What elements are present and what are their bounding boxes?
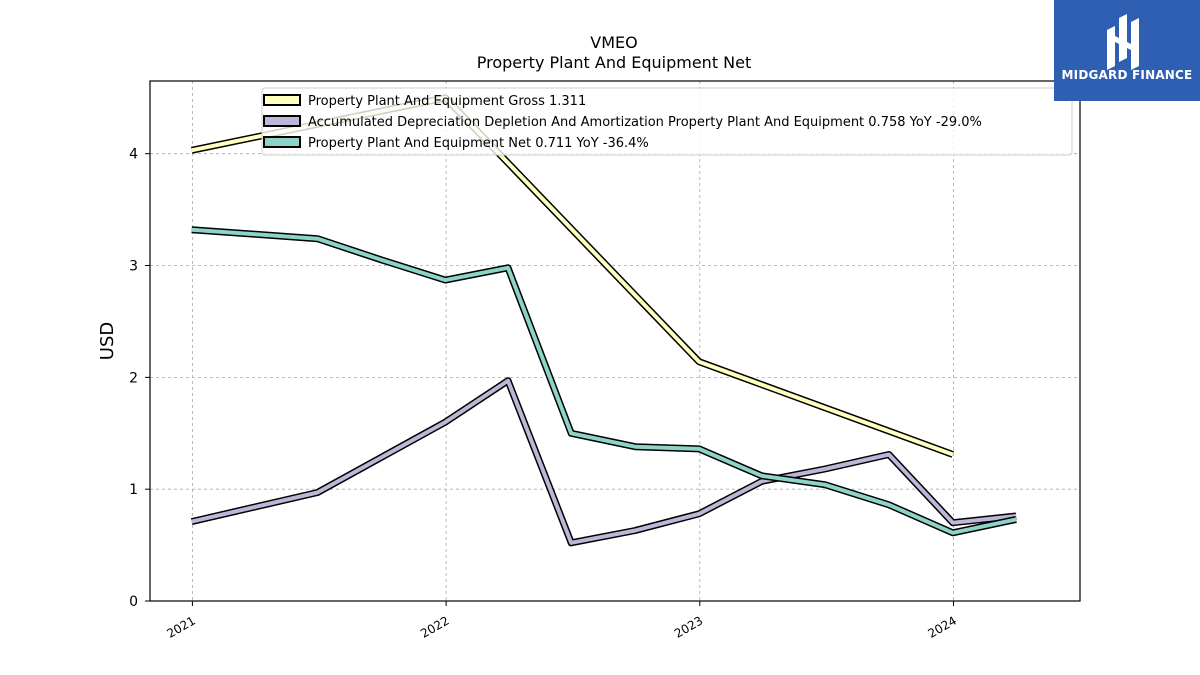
- x-tick-label: 2022: [418, 613, 451, 640]
- plot-frame: [149, 80, 1081, 602]
- y-tick-label: 4: [129, 147, 138, 163]
- legend-swatch: [263, 94, 301, 106]
- series-group: [190, 94, 1018, 547]
- data-point: [697, 360, 701, 364]
- data-point: [823, 467, 827, 471]
- data-point: [190, 228, 194, 232]
- data-point: [316, 491, 320, 495]
- data-point: [951, 453, 955, 457]
- y-tick-label: 2: [129, 370, 138, 386]
- data-point: [444, 278, 448, 282]
- x-tick-label: 2024: [926, 613, 959, 640]
- data-point: [951, 521, 955, 525]
- data-point: [951, 531, 955, 535]
- logo-background: [1054, 0, 1200, 101]
- data-point: [190, 149, 194, 153]
- data-point: [887, 503, 891, 507]
- y-tick-label: 1: [129, 482, 138, 498]
- chart-title: VMEO: [590, 33, 637, 52]
- data-point: [760, 474, 764, 478]
- legend-label: Accumulated Depreciation Depletion And A…: [308, 115, 982, 130]
- data-point: [569, 541, 573, 545]
- data-point: [887, 453, 891, 457]
- data-point: [633, 529, 637, 533]
- data-point: [506, 266, 510, 270]
- y-axis-label: USD: [97, 322, 118, 360]
- legend-swatch: [263, 115, 301, 127]
- series-outline-2: [191, 226, 1017, 537]
- data-point: [697, 447, 701, 451]
- legend-label: Property Plant And Equipment Net 0.711 Y…: [308, 136, 649, 151]
- legend: Property Plant And Equipment Gross 1.311…: [261, 87, 1073, 156]
- chart-subtitle: Property Plant And Equipment Net: [477, 53, 752, 72]
- series-outline-1: [190, 377, 1017, 547]
- legend-box: [261, 87, 1073, 156]
- series-line-2: [191, 227, 1017, 535]
- data-point: [444, 420, 448, 424]
- data-point: [633, 445, 637, 449]
- data-point: [190, 520, 194, 524]
- logo-text: MIDGARD FINANCE: [1061, 68, 1193, 82]
- data-point: [569, 431, 573, 435]
- data-point: [697, 512, 701, 516]
- axes: 0 1 2 3 4 2021 2022 2023 2024: [129, 147, 959, 641]
- brand-logo: MIDGARD FINANCE: [1054, 0, 1200, 101]
- data-point: [316, 237, 320, 241]
- data-point: [506, 379, 510, 383]
- legend-label: Property Plant And Equipment Gross 1.311: [308, 94, 586, 109]
- data-point: [1014, 518, 1018, 522]
- data-point: [380, 258, 384, 262]
- y-tick-label: 0: [129, 594, 138, 610]
- data-point: [760, 480, 764, 484]
- legend-swatch: [263, 136, 301, 148]
- data-point: [823, 483, 827, 487]
- y-tick-label: 3: [129, 259, 138, 275]
- x-tick-label: 2023: [672, 613, 705, 640]
- x-tick-label: 2021: [164, 613, 197, 640]
- logo-mark-icon: [1107, 14, 1139, 70]
- series-line-1: [191, 378, 1017, 545]
- grid: [150, 81, 1080, 602]
